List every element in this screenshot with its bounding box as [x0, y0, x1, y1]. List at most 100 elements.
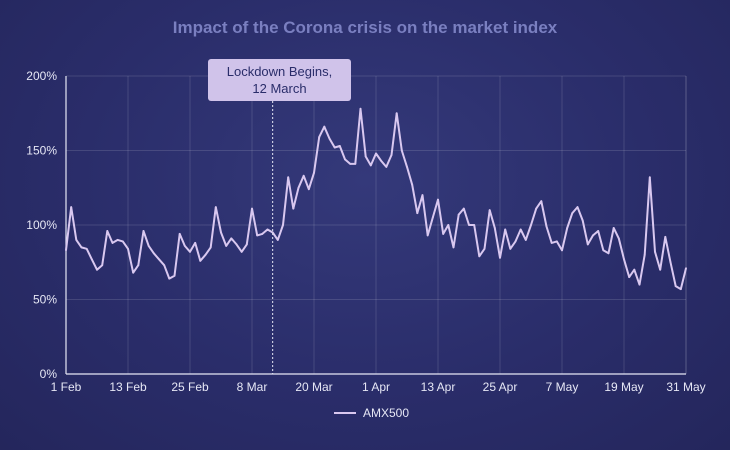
data-point — [457, 213, 460, 216]
y-tick-label: 50% — [33, 293, 57, 307]
data-point — [359, 107, 362, 110]
data-point — [333, 146, 336, 149]
data-point — [431, 216, 434, 219]
data-point — [612, 227, 615, 229]
x-tick-label: 13 Feb — [109, 380, 147, 394]
x-tick-label: 8 Mar — [237, 380, 268, 394]
data-point — [318, 136, 321, 138]
data-point — [385, 165, 388, 168]
data-point — [545, 225, 548, 228]
legend: AMX500 — [334, 406, 409, 420]
data-point — [514, 240, 517, 243]
data-point — [483, 247, 486, 250]
annotation-box — [208, 59, 351, 101]
data-point — [473, 224, 476, 226]
data-point — [364, 155, 367, 158]
data-point — [654, 250, 656, 253]
data-point — [75, 239, 78, 241]
data-point — [338, 145, 341, 147]
data-point — [664, 236, 667, 238]
data-point — [230, 237, 233, 240]
x-tick-label: 7 May — [546, 380, 579, 394]
data-point — [199, 259, 202, 262]
data-point — [643, 253, 646, 256]
data-point — [602, 249, 605, 252]
data-point — [292, 207, 295, 210]
data-point — [194, 241, 197, 244]
data-point — [659, 268, 662, 271]
x-tick-label: 1 Apr — [362, 380, 390, 394]
legend-label-amx500: AMX500 — [363, 406, 409, 420]
data-point — [504, 228, 507, 231]
data-point — [447, 224, 450, 226]
data-point — [173, 274, 176, 277]
data-point — [90, 258, 93, 261]
data-point — [685, 267, 687, 270]
data-point — [183, 244, 186, 247]
data-point — [442, 233, 445, 235]
x-tick-label: 13 Apr — [421, 380, 456, 394]
data-point — [349, 163, 352, 165]
data-point — [142, 230, 145, 232]
data-point — [633, 268, 636, 271]
data-point — [307, 188, 310, 191]
data-point — [80, 246, 83, 249]
data-point — [282, 224, 284, 226]
data-point — [390, 154, 393, 156]
data-point — [566, 227, 569, 229]
annotation-line-2: 12 March — [252, 81, 306, 96]
data-point — [421, 194, 424, 197]
data-point — [344, 158, 346, 161]
data-point — [328, 137, 331, 140]
data-point — [256, 234, 259, 237]
data-point — [674, 285, 677, 287]
data-point — [509, 247, 512, 250]
data-point — [287, 176, 290, 179]
y-tick-label: 200% — [26, 69, 57, 83]
data-point — [132, 271, 135, 274]
data-point — [638, 283, 641, 286]
data-point — [168, 277, 171, 280]
data-point — [266, 228, 269, 231]
data-point — [235, 243, 238, 246]
data-point — [499, 256, 501, 259]
data-point — [214, 206, 217, 209]
data-point — [395, 112, 398, 115]
series-layer — [65, 107, 687, 291]
data-point — [478, 255, 481, 258]
data-point — [617, 237, 620, 240]
data-point — [116, 239, 119, 241]
data-point — [493, 227, 496, 229]
data-point — [85, 247, 88, 250]
data-point — [550, 241, 553, 244]
data-point — [65, 249, 67, 252]
x-tick-label: 20 Mar — [295, 380, 332, 394]
data-point — [204, 253, 207, 256]
data-point — [251, 207, 253, 210]
data-point — [452, 246, 455, 249]
lockdown-annotation: Lockdown Begins, 12 March — [208, 59, 351, 374]
data-point — [178, 233, 181, 235]
data-point — [163, 264, 166, 267]
data-point — [437, 198, 439, 201]
data-point — [462, 207, 465, 210]
data-point — [101, 264, 104, 267]
data-point — [561, 249, 563, 252]
data-point — [240, 250, 243, 253]
data-point — [111, 241, 114, 244]
y-tick-label: 100% — [26, 218, 57, 232]
y-tick-label: 0% — [40, 367, 58, 381]
data-point — [380, 160, 383, 162]
data-point — [375, 152, 377, 155]
y-tick-label: 150% — [26, 144, 57, 158]
data-point — [535, 207, 538, 210]
data-point — [524, 239, 527, 241]
data-point — [648, 176, 651, 179]
data-point — [121, 240, 124, 243]
chart-title: Impact of the Corona crisis on the marke… — [173, 18, 558, 37]
data-point — [302, 174, 305, 177]
x-tick-label: 25 Apr — [483, 380, 518, 394]
x-tick-label: 1 Feb — [51, 380, 82, 394]
data-point — [106, 230, 109, 232]
